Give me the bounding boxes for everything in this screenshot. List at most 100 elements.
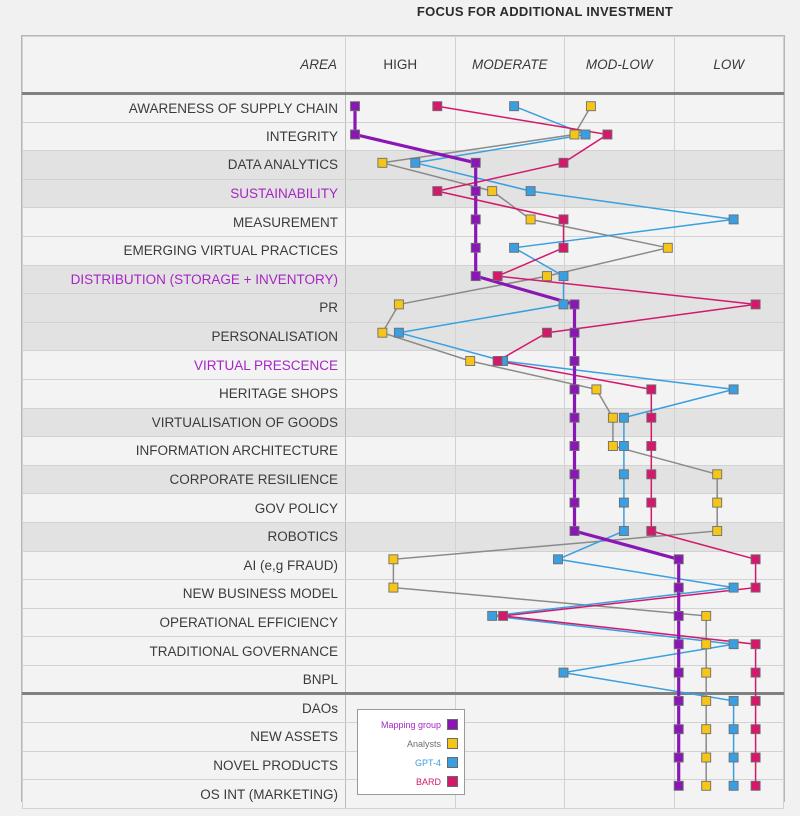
matrix-cell[interactable] [454, 321, 565, 352]
matrix-cell[interactable] [345, 92, 456, 123]
matrix-cell[interactable] [345, 235, 456, 266]
matrix-cell[interactable] [454, 293, 565, 323]
matrix-cell[interactable] [673, 722, 784, 752]
matrix-cell[interactable] [454, 664, 565, 695]
matrix-cell[interactable] [673, 692, 784, 724]
legend-item[interactable]: GPT-4 [364, 753, 458, 772]
matrix-cell[interactable] [564, 464, 675, 495]
matrix-cell[interactable] [673, 779, 784, 809]
matrix-cell[interactable] [454, 350, 565, 380]
matrix-cell[interactable] [673, 521, 784, 552]
matrix-cell[interactable] [673, 607, 784, 638]
matrix-cell[interactable] [345, 521, 456, 552]
matrix-cell[interactable] [345, 178, 456, 209]
matrix-cell[interactable] [454, 750, 565, 781]
matrix-cell[interactable] [564, 264, 675, 295]
matrix-cell[interactable] [564, 607, 675, 638]
matrix-cell[interactable] [673, 579, 784, 609]
matrix-cell[interactable] [345, 407, 456, 438]
matrix-cell[interactable] [564, 92, 675, 123]
matrix-cell[interactable] [454, 436, 565, 466]
matrix-cell[interactable] [564, 664, 675, 695]
matrix-cell[interactable] [345, 636, 456, 666]
matrix-cell[interactable] [454, 779, 565, 809]
matrix-cell[interactable] [454, 264, 565, 295]
matrix-cell[interactable] [454, 121, 565, 152]
matrix-cell[interactable] [673, 321, 784, 352]
matrix-cell[interactable] [345, 579, 456, 609]
matrix-cell[interactable] [564, 407, 675, 438]
matrix-cell[interactable] [564, 521, 675, 552]
matrix-cell[interactable] [564, 121, 675, 152]
matrix-cell[interactable] [564, 636, 675, 666]
matrix-cell[interactable] [454, 378, 565, 409]
matrix-cell[interactable] [345, 607, 456, 638]
matrix-cell[interactable] [673, 178, 784, 209]
matrix-cell[interactable] [673, 636, 784, 666]
matrix-cell[interactable] [564, 235, 675, 266]
matrix-cell[interactable] [454, 607, 565, 638]
matrix-cell[interactable] [673, 150, 784, 180]
matrix-cell[interactable] [564, 493, 675, 523]
matrix-cell[interactable] [454, 207, 565, 237]
matrix-cell[interactable] [454, 636, 565, 666]
matrix-cell[interactable] [454, 407, 565, 438]
matrix-cell[interactable] [673, 235, 784, 266]
matrix-cell[interactable] [454, 692, 565, 724]
matrix-cell[interactable] [564, 293, 675, 323]
matrix-cell[interactable] [345, 464, 456, 495]
matrix-cell[interactable] [673, 350, 784, 380]
matrix-cell[interactable] [673, 464, 784, 495]
matrix-cell[interactable] [345, 350, 456, 380]
matrix-cell[interactable] [564, 350, 675, 380]
matrix-cell[interactable] [345, 378, 456, 409]
matrix-cell[interactable] [564, 579, 675, 609]
matrix-cell[interactable] [345, 207, 456, 237]
matrix-cell[interactable] [564, 321, 675, 352]
matrix-cell[interactable] [454, 178, 565, 209]
matrix-cell[interactable] [454, 493, 565, 523]
matrix-cell[interactable] [564, 722, 675, 752]
matrix-cell[interactable] [454, 550, 565, 581]
legend-item[interactable]: BARD [364, 772, 458, 791]
matrix-cell[interactable] [673, 407, 784, 438]
matrix-cell[interactable] [454, 722, 565, 752]
matrix-cell[interactable] [673, 664, 784, 695]
matrix-cell[interactable] [345, 264, 456, 295]
matrix-cell[interactable] [564, 550, 675, 581]
matrix-cell[interactable] [673, 293, 784, 323]
matrix-cell[interactable] [454, 92, 565, 123]
matrix-cell[interactable] [345, 293, 456, 323]
matrix-cell[interactable] [345, 321, 456, 352]
matrix-cell[interactable] [454, 521, 565, 552]
matrix-cell[interactable] [673, 121, 784, 152]
matrix-cell[interactable] [345, 436, 456, 466]
matrix-cell[interactable] [673, 436, 784, 466]
matrix-cell[interactable] [564, 207, 675, 237]
matrix-cell[interactable] [345, 550, 456, 581]
matrix-cell[interactable] [673, 264, 784, 295]
matrix-cell[interactable] [345, 493, 456, 523]
matrix-cell[interactable] [673, 92, 784, 123]
matrix-cell[interactable] [673, 750, 784, 781]
matrix-cell[interactable] [454, 464, 565, 495]
matrix-cell[interactable] [345, 121, 456, 152]
matrix-cell[interactable] [673, 378, 784, 409]
matrix-cell[interactable] [564, 150, 675, 180]
legend-item[interactable]: Mapping group [364, 715, 458, 734]
matrix-cell[interactable] [345, 664, 456, 695]
matrix-cell[interactable] [673, 493, 784, 523]
matrix-cell[interactable] [454, 235, 565, 266]
matrix-cell[interactable] [564, 178, 675, 209]
matrix-cell[interactable] [454, 150, 565, 180]
matrix-cell[interactable] [564, 436, 675, 466]
matrix-cell[interactable] [564, 692, 675, 724]
matrix-cell[interactable] [673, 550, 784, 581]
matrix-cell[interactable] [345, 150, 456, 180]
matrix-cell[interactable] [673, 207, 784, 237]
matrix-cell[interactable] [564, 779, 675, 809]
matrix-cell[interactable] [564, 750, 675, 781]
legend-item[interactable]: Analysts [364, 734, 458, 753]
matrix-cell[interactable] [454, 579, 565, 609]
matrix-cell[interactable] [564, 378, 675, 409]
